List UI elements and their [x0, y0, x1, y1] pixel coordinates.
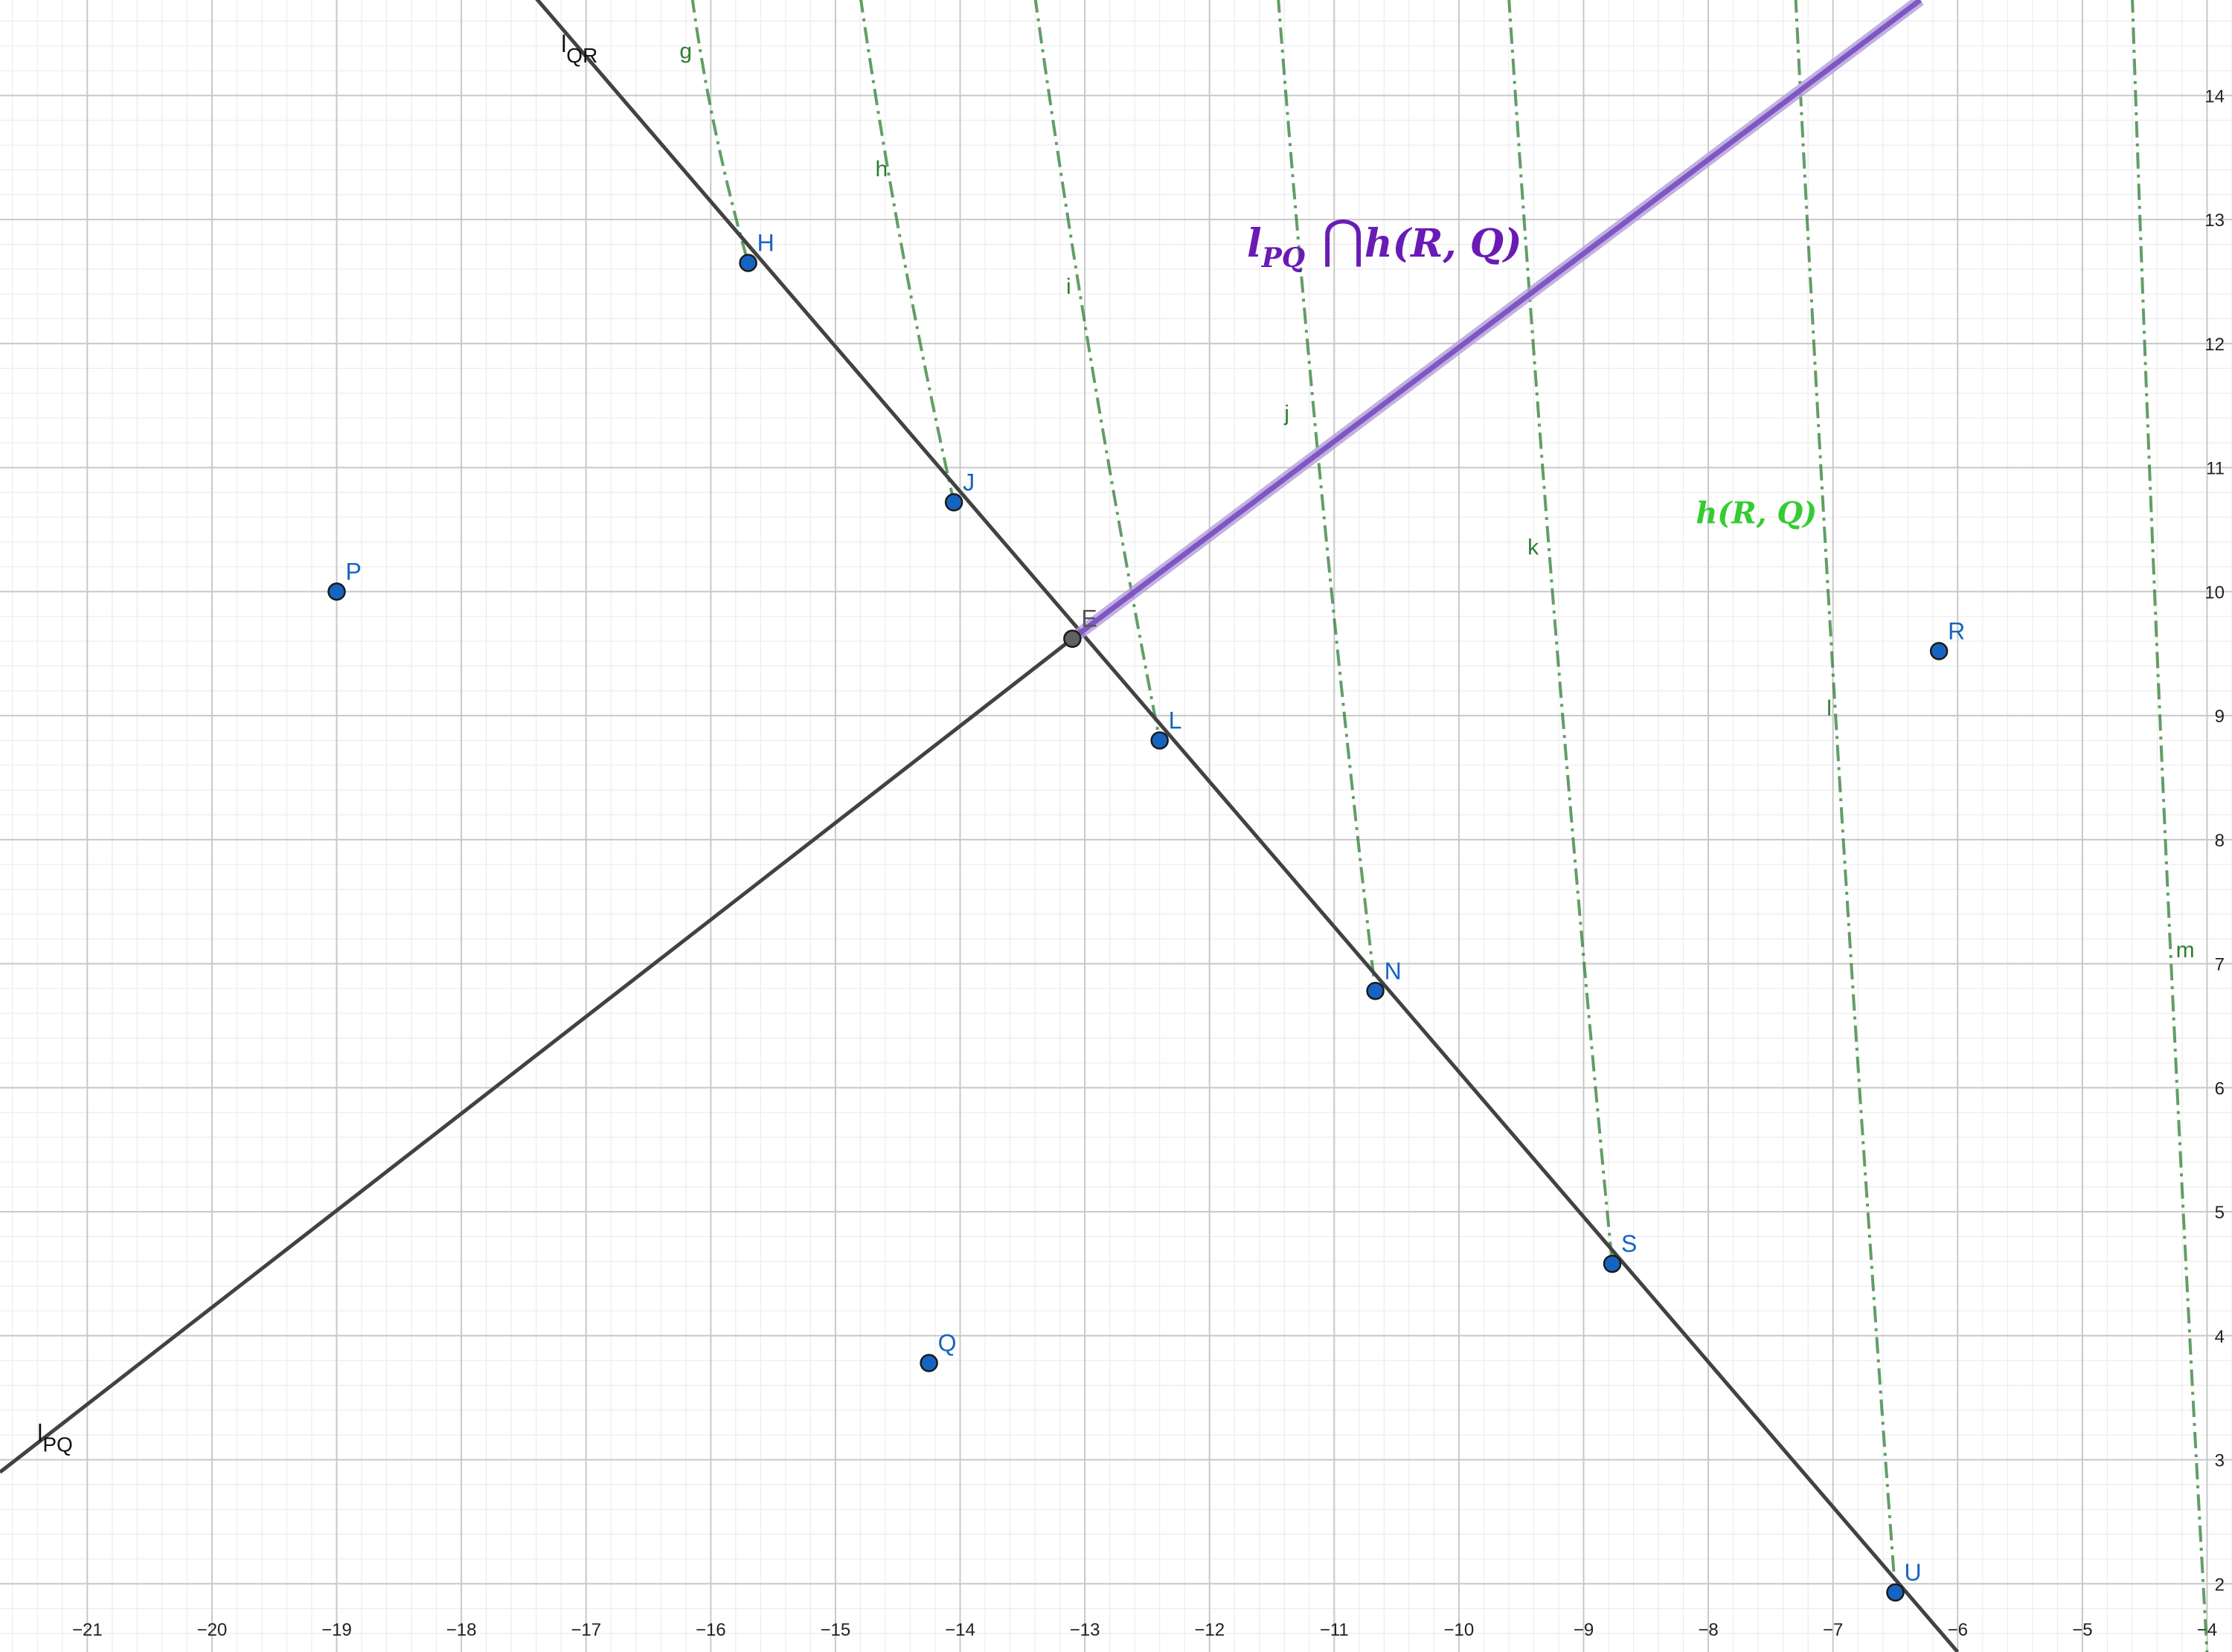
y-tick-label: 14 — [2204, 86, 2225, 106]
point-S[interactable] — [1604, 1256, 1620, 1272]
x-tick-label: −13 — [1070, 1620, 1100, 1640]
y-tick-label: 9 — [2215, 707, 2225, 727]
hyperbola-branch-i[interactable] — [1035, 0, 1160, 740]
point-label-E: E — [1081, 605, 1097, 632]
point-L[interactable] — [1152, 732, 1168, 748]
y-tick-label: 3 — [2215, 1451, 2225, 1471]
x-tick-label: −14 — [945, 1620, 975, 1640]
y-tick-label: 8 — [2215, 831, 2225, 851]
x-tick-label: −6 — [1948, 1620, 1968, 1640]
x-tick-label: −19 — [321, 1620, 352, 1640]
x-tick-label: −9 — [1574, 1620, 1594, 1640]
points[interactable] — [329, 254, 1948, 1600]
y-tick-label: 5 — [2215, 1203, 2225, 1223]
hyperbola-branch-h[interactable] — [860, 0, 954, 502]
x-tick-label: −7 — [1823, 1620, 1843, 1640]
hyperbola-branch-m[interactable] — [2132, 0, 2207, 1652]
y-tick-label: 13 — [2204, 210, 2225, 231]
x-tick-label: −5 — [2072, 1620, 2092, 1640]
hyperbola-label: h(R, Q) — [1696, 496, 1817, 531]
point-label-Q: Q — [938, 1329, 957, 1356]
point-H[interactable] — [740, 254, 757, 271]
point-label-U: U — [1904, 1559, 1921, 1586]
x-tick-label: −16 — [696, 1620, 726, 1640]
x-tick-label: −21 — [72, 1620, 103, 1640]
x-tick-label: −20 — [197, 1620, 228, 1640]
line-lQR[interactable] — [524, 0, 1957, 1652]
x-tick-label: −18 — [446, 1620, 477, 1640]
x-tick-label: −10 — [1444, 1620, 1475, 1640]
x-tick-label: −8 — [1698, 1620, 1718, 1640]
y-tick-label: 6 — [2215, 1079, 2225, 1099]
point-N[interactable] — [1367, 983, 1384, 999]
curve-label-i: i — [1066, 274, 1071, 299]
point-P[interactable] — [329, 583, 345, 600]
line-label-lPQ: lPQ — [37, 1420, 73, 1456]
y-tick-label: 10 — [2204, 582, 2225, 602]
lines[interactable] — [0, 0, 1957, 1652]
point-label-N: N — [1385, 957, 1402, 984]
hyperbola-branch-j[interactable] — [1278, 0, 1376, 991]
x-tick-label: −17 — [571, 1620, 601, 1640]
hyperbola-branch-l[interactable] — [1795, 0, 1895, 1592]
curve-label-g: g — [679, 39, 692, 63]
x-axis-tick-labels: −21 −20 −19 −18 −17 −16 −15 −14 −13 −12 −11 −10 −9 −8… — [72, 1620, 2217, 1640]
y-tick-label: 11 — [2206, 459, 2225, 479]
curve-label-j: j — [1283, 401, 1289, 425]
point-label-H: H — [757, 229, 775, 256]
point-R[interactable] — [1931, 643, 1947, 659]
y-tick-label: 12 — [2204, 335, 2225, 355]
point-label-J: J — [963, 469, 975, 495]
point-J[interactable] — [946, 494, 962, 510]
curve-label-m: m — [2176, 938, 2195, 962]
point-Q[interactable] — [921, 1354, 937, 1371]
curve-label-l: l — [1827, 696, 1832, 721]
point-label-S: S — [1621, 1230, 1637, 1257]
x-tick-label: −15 — [821, 1620, 851, 1640]
point-label-L: L — [1169, 707, 1182, 733]
hyperbola-branch-g[interactable] — [692, 0, 748, 263]
y-tick-label: 7 — [2215, 955, 2225, 975]
curve-label-k: k — [1527, 535, 1539, 559]
curve-label-h: h — [876, 157, 888, 181]
point-label-P: P — [346, 558, 362, 585]
point-U[interactable] — [1887, 1584, 1903, 1601]
point-label-R: R — [1948, 617, 1965, 644]
point-E[interactable] — [1064, 631, 1080, 647]
y-tick-label: 4 — [2215, 1327, 2225, 1347]
hyperbola-branch-k[interactable] — [1509, 0, 1612, 1264]
x-tick-label: −12 — [1194, 1620, 1225, 1640]
y-tick-label: 2 — [2215, 1575, 2225, 1595]
x-tick-label: −11 — [1320, 1620, 1349, 1640]
